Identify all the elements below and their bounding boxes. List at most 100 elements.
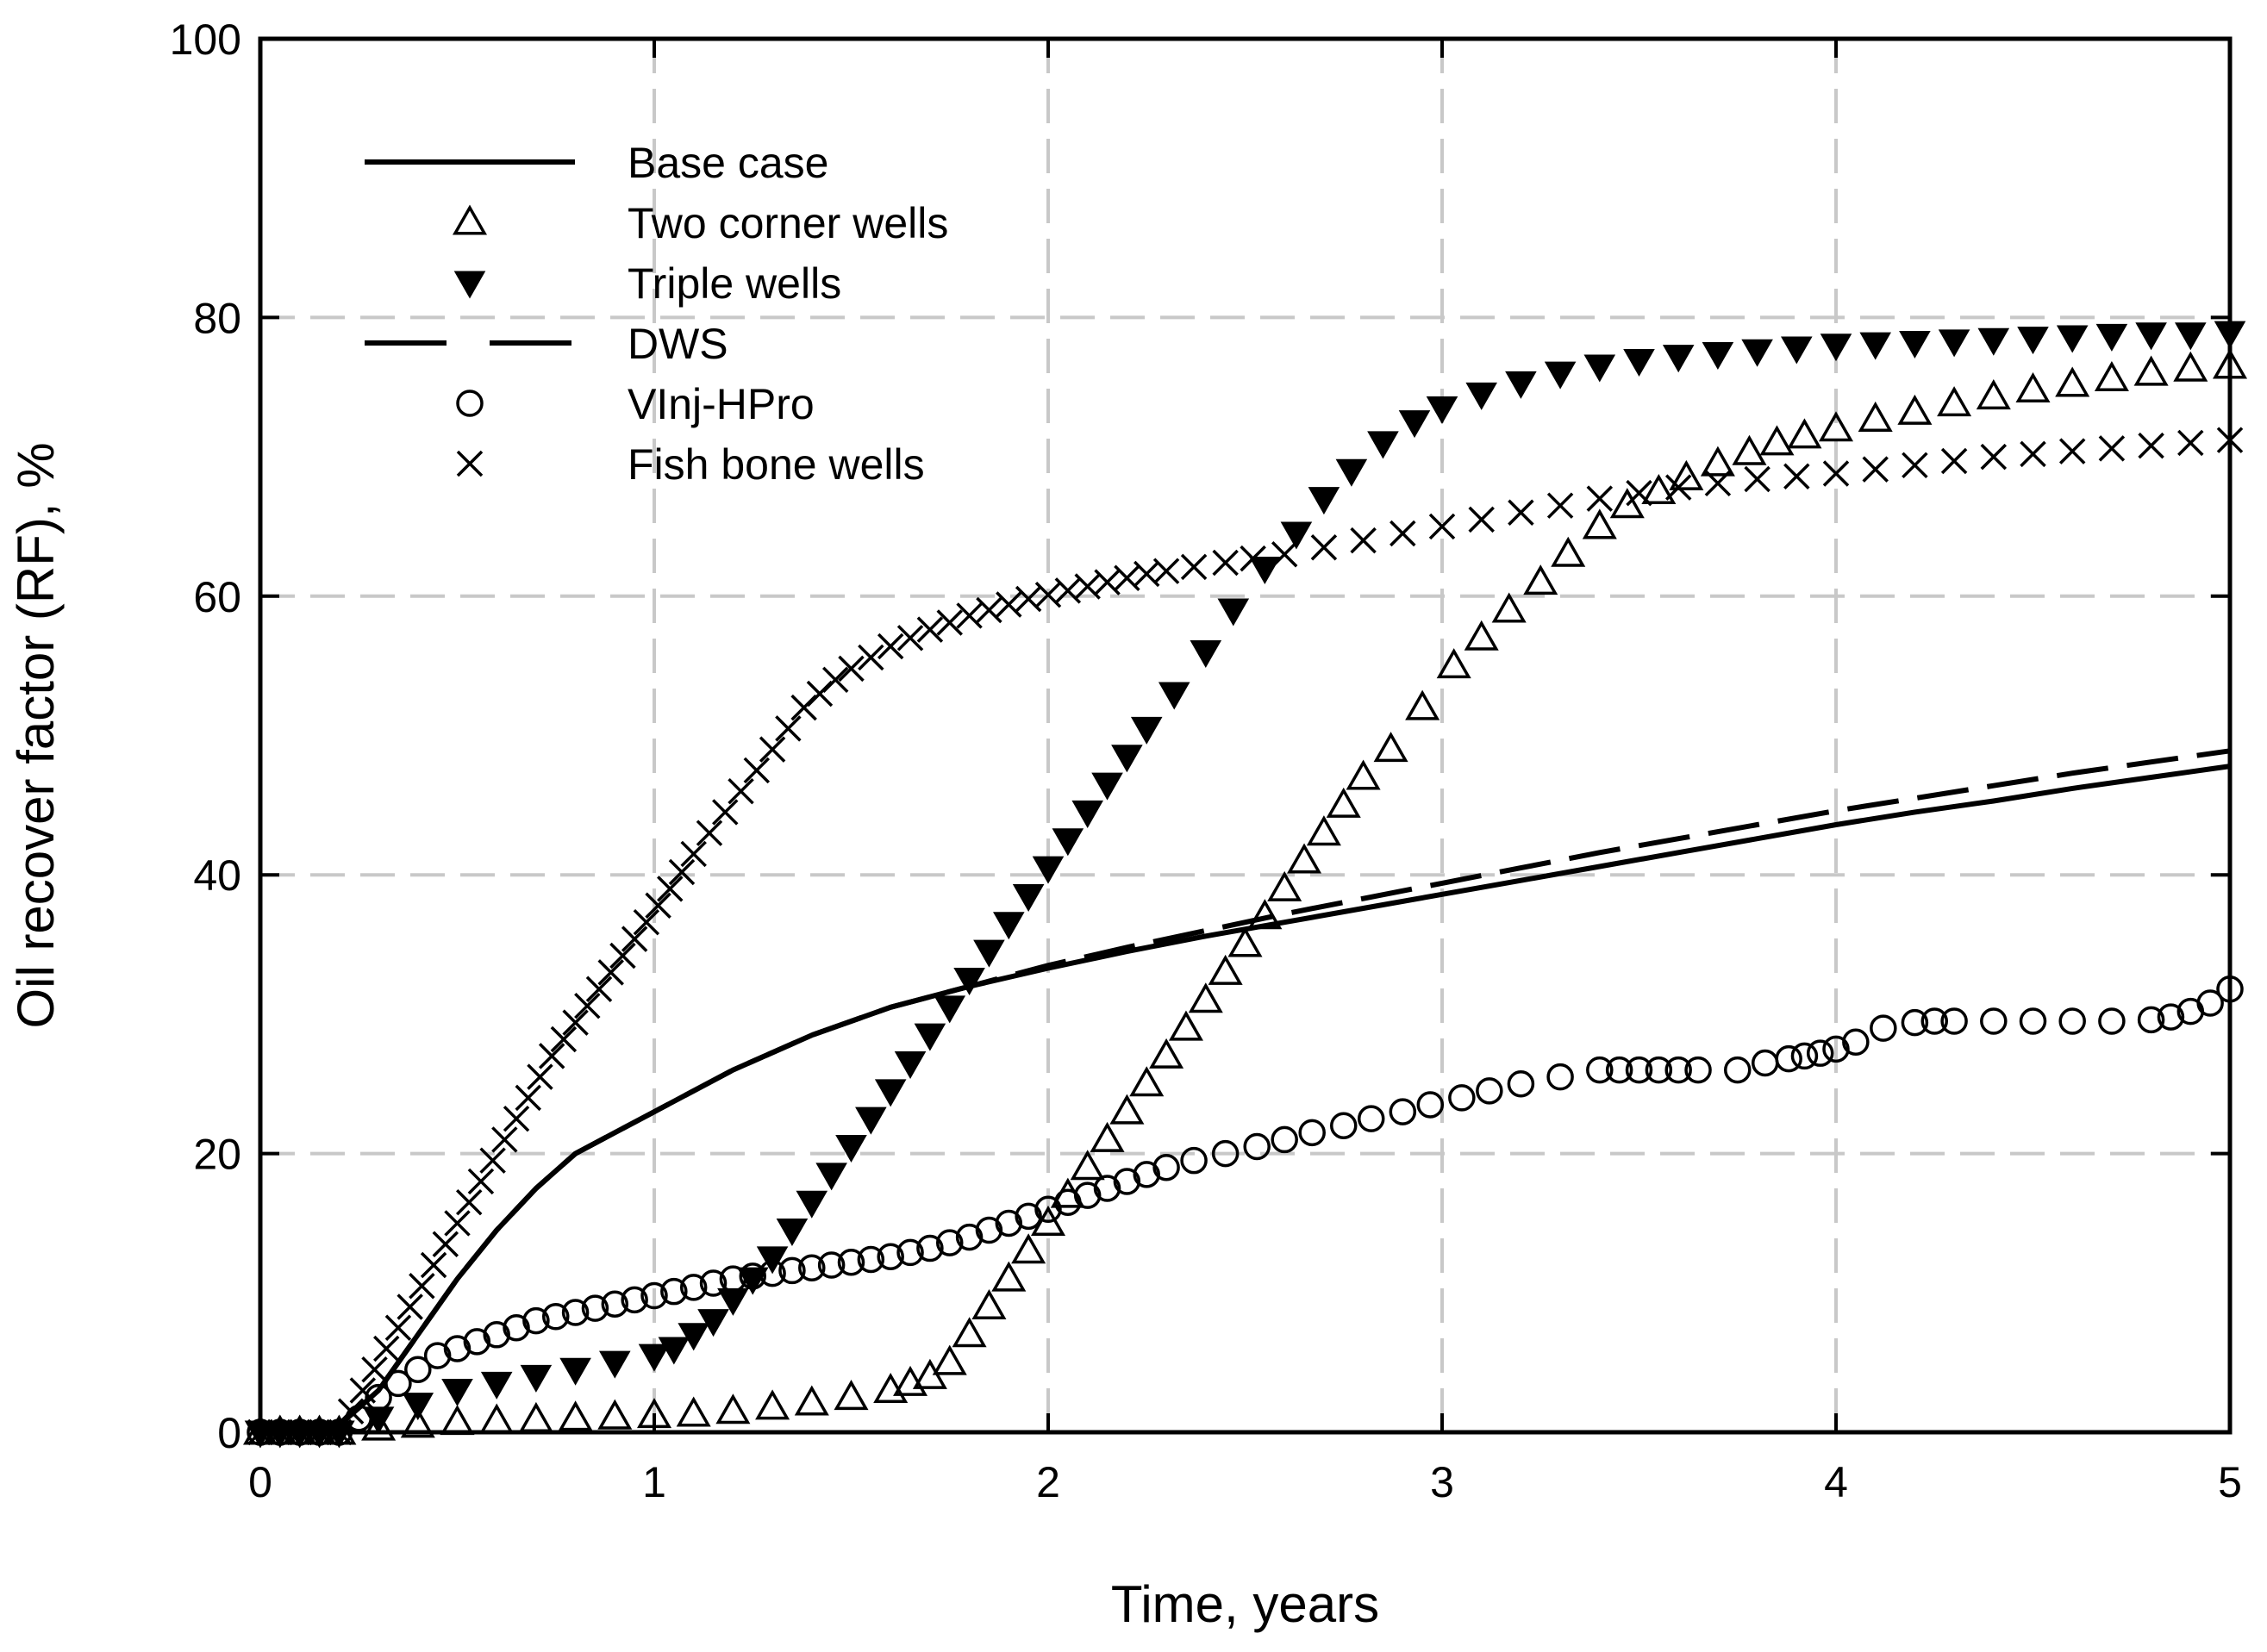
data-point-vinj-hpro <box>1920 1007 1948 1035</box>
data-point-fish-bone-wells <box>397 1294 423 1320</box>
data-point-fish-bone-wells <box>877 633 904 660</box>
data-point-two-corner-wells <box>1787 418 1822 449</box>
data-point-fish-bone-wells <box>712 799 739 826</box>
data-point-two-corner-wells <box>1306 815 1341 846</box>
data-point-fish-bone-wells <box>743 757 771 784</box>
data-point-triple-wells <box>717 1287 749 1316</box>
data-point-vinj-hpro <box>423 1342 452 1369</box>
data-point-fish-bone-wells <box>858 644 884 671</box>
axes: 0 1 2 3 4 5 0 20 40 60 80 100 <box>170 16 2242 1506</box>
data-point-vinj-hpro <box>739 1262 766 1290</box>
data-point-vinj-hpro <box>837 1248 865 1276</box>
data-point-two-corner-wells <box>1700 446 1735 477</box>
data-point-triple-wells <box>1426 396 1458 425</box>
data-point-vinj-hpro <box>1870 1014 1897 1042</box>
legend-label-triple-wells: Triple wells <box>628 259 841 308</box>
series-line-base-case <box>260 764 2231 1435</box>
data-point-triple-wells <box>1308 487 1340 515</box>
legend-marker-fish-bone-wells <box>456 450 484 477</box>
data-point-vinj-hpro <box>384 1369 412 1398</box>
data-point-vinj-hpro <box>975 1216 1003 1244</box>
data-point-vinj-hpro <box>1357 1105 1385 1132</box>
data-point-two-corner-wells <box>834 1380 869 1411</box>
data-point-vinj-hpro <box>1093 1175 1121 1202</box>
data-point-fish-bone-wells <box>1546 492 1574 519</box>
data-point-two-corner-wells <box>715 1393 751 1424</box>
data-point-triple-wells <box>1217 598 1250 627</box>
data-point-vinj-hpro <box>2019 1007 2047 1035</box>
legend-label-fish-bone-wells: Fish bone wells <box>628 440 925 489</box>
data-point-fish-bone-wells <box>645 892 671 920</box>
data-point-triple-wells <box>914 1023 946 1051</box>
legend-marker-vinj-hpro <box>456 390 484 417</box>
data-point-fish-bone-wells <box>597 959 624 986</box>
data-point-two-corner-wells <box>1070 1150 1105 1181</box>
data-point-vinj-hpro <box>2196 989 2224 1017</box>
data-point-triple-wells <box>2056 325 2089 353</box>
y-tick-label: 0 <box>217 1409 241 1457</box>
data-point-fish-bone-wells <box>1822 460 1850 487</box>
data-point-vinj-hpro <box>1586 1056 1614 1084</box>
data-point-fish-bone-wells <box>976 596 1002 624</box>
data-point-triple-wells <box>776 1219 809 1247</box>
data-point-vinj-hpro <box>1980 1007 2008 1035</box>
data-point-two-corner-wells <box>1669 459 1704 490</box>
data-point-fish-bone-wells <box>1468 506 1495 533</box>
data-point-fish-bone-wells <box>527 1063 553 1090</box>
y-tick-label: 100 <box>170 16 241 64</box>
data-point-vinj-hpro <box>621 1286 648 1314</box>
data-point-two-corner-wells <box>1011 1233 1046 1264</box>
grid <box>260 39 2230 1432</box>
data-point-vinj-hpro <box>1073 1181 1102 1209</box>
data-point-vinj-hpro <box>699 1269 728 1297</box>
legend-marker-two-corner-wells <box>452 204 488 235</box>
data-point-fish-bone-wells <box>1664 474 1692 501</box>
data-point-two-corner-wells <box>400 1407 435 1438</box>
data-point-two-corner-wells <box>1287 843 1322 874</box>
plot-data <box>242 321 2248 1449</box>
data-point-triple-wells <box>1111 745 1143 773</box>
data-point-vinj-hpro <box>1842 1028 1870 1056</box>
data-point-triple-wells <box>1130 716 1163 745</box>
data-point-triple-wells <box>1280 521 1313 550</box>
data-point-triple-wells <box>835 1135 867 1163</box>
data-point-two-corner-wells <box>1373 732 1408 763</box>
data-point-vinj-hpro <box>483 1321 510 1349</box>
data-point-triple-wells <box>1820 334 1852 362</box>
data-point-vinj-hpro <box>1476 1077 1503 1105</box>
data-point-vinj-hpro <box>679 1274 708 1301</box>
data-point-triple-wells <box>1091 772 1123 801</box>
data-point-triple-wells <box>638 1343 671 1372</box>
data-point-fish-bone-wells <box>996 591 1022 618</box>
data-point-fish-bone-wells <box>2020 440 2046 468</box>
legend-item-base-case: Base case <box>365 139 828 187</box>
data-point-vinj-hpro <box>955 1223 984 1251</box>
data-point-two-corner-wells <box>1551 536 1586 567</box>
data-point-triple-wells <box>559 1357 591 1386</box>
y-tick-label: 80 <box>193 294 241 342</box>
data-point-two-corner-wells <box>1582 508 1617 539</box>
data-point-vinj-hpro <box>936 1229 964 1256</box>
data-point-triple-wells <box>2017 327 2049 355</box>
data-point-triple-wells <box>697 1309 729 1337</box>
data-point-vinj-hpro <box>1330 1112 1358 1140</box>
data-point-two-corner-wells <box>1464 620 1499 651</box>
data-point-fish-bone-wells <box>574 992 601 1019</box>
data-point-fish-bone-wells <box>384 1314 412 1341</box>
data-point-vinj-hpro <box>798 1254 826 1281</box>
data-point-triple-wells <box>441 1378 473 1407</box>
data-point-fish-bone-wells <box>503 1105 530 1132</box>
data-point-vinj-hpro <box>916 1234 944 1262</box>
data-point-fish-bone-wells <box>1180 553 1208 581</box>
data-point-two-corner-wells <box>794 1385 829 1416</box>
series-base-case <box>260 764 2231 1435</box>
data-point-two-corner-wells <box>2094 361 2129 392</box>
data-point-two-corner-wells <box>2055 366 2090 397</box>
data-point-two-corner-wells <box>1405 689 1440 720</box>
data-point-fish-bone-wells <box>775 715 802 742</box>
data-point-fish-bone-wells <box>916 616 944 643</box>
data-point-triple-wells <box>1781 336 1813 365</box>
data-point-vinj-hpro <box>1113 1168 1141 1195</box>
data-point-two-corner-wells <box>1188 982 1223 1013</box>
